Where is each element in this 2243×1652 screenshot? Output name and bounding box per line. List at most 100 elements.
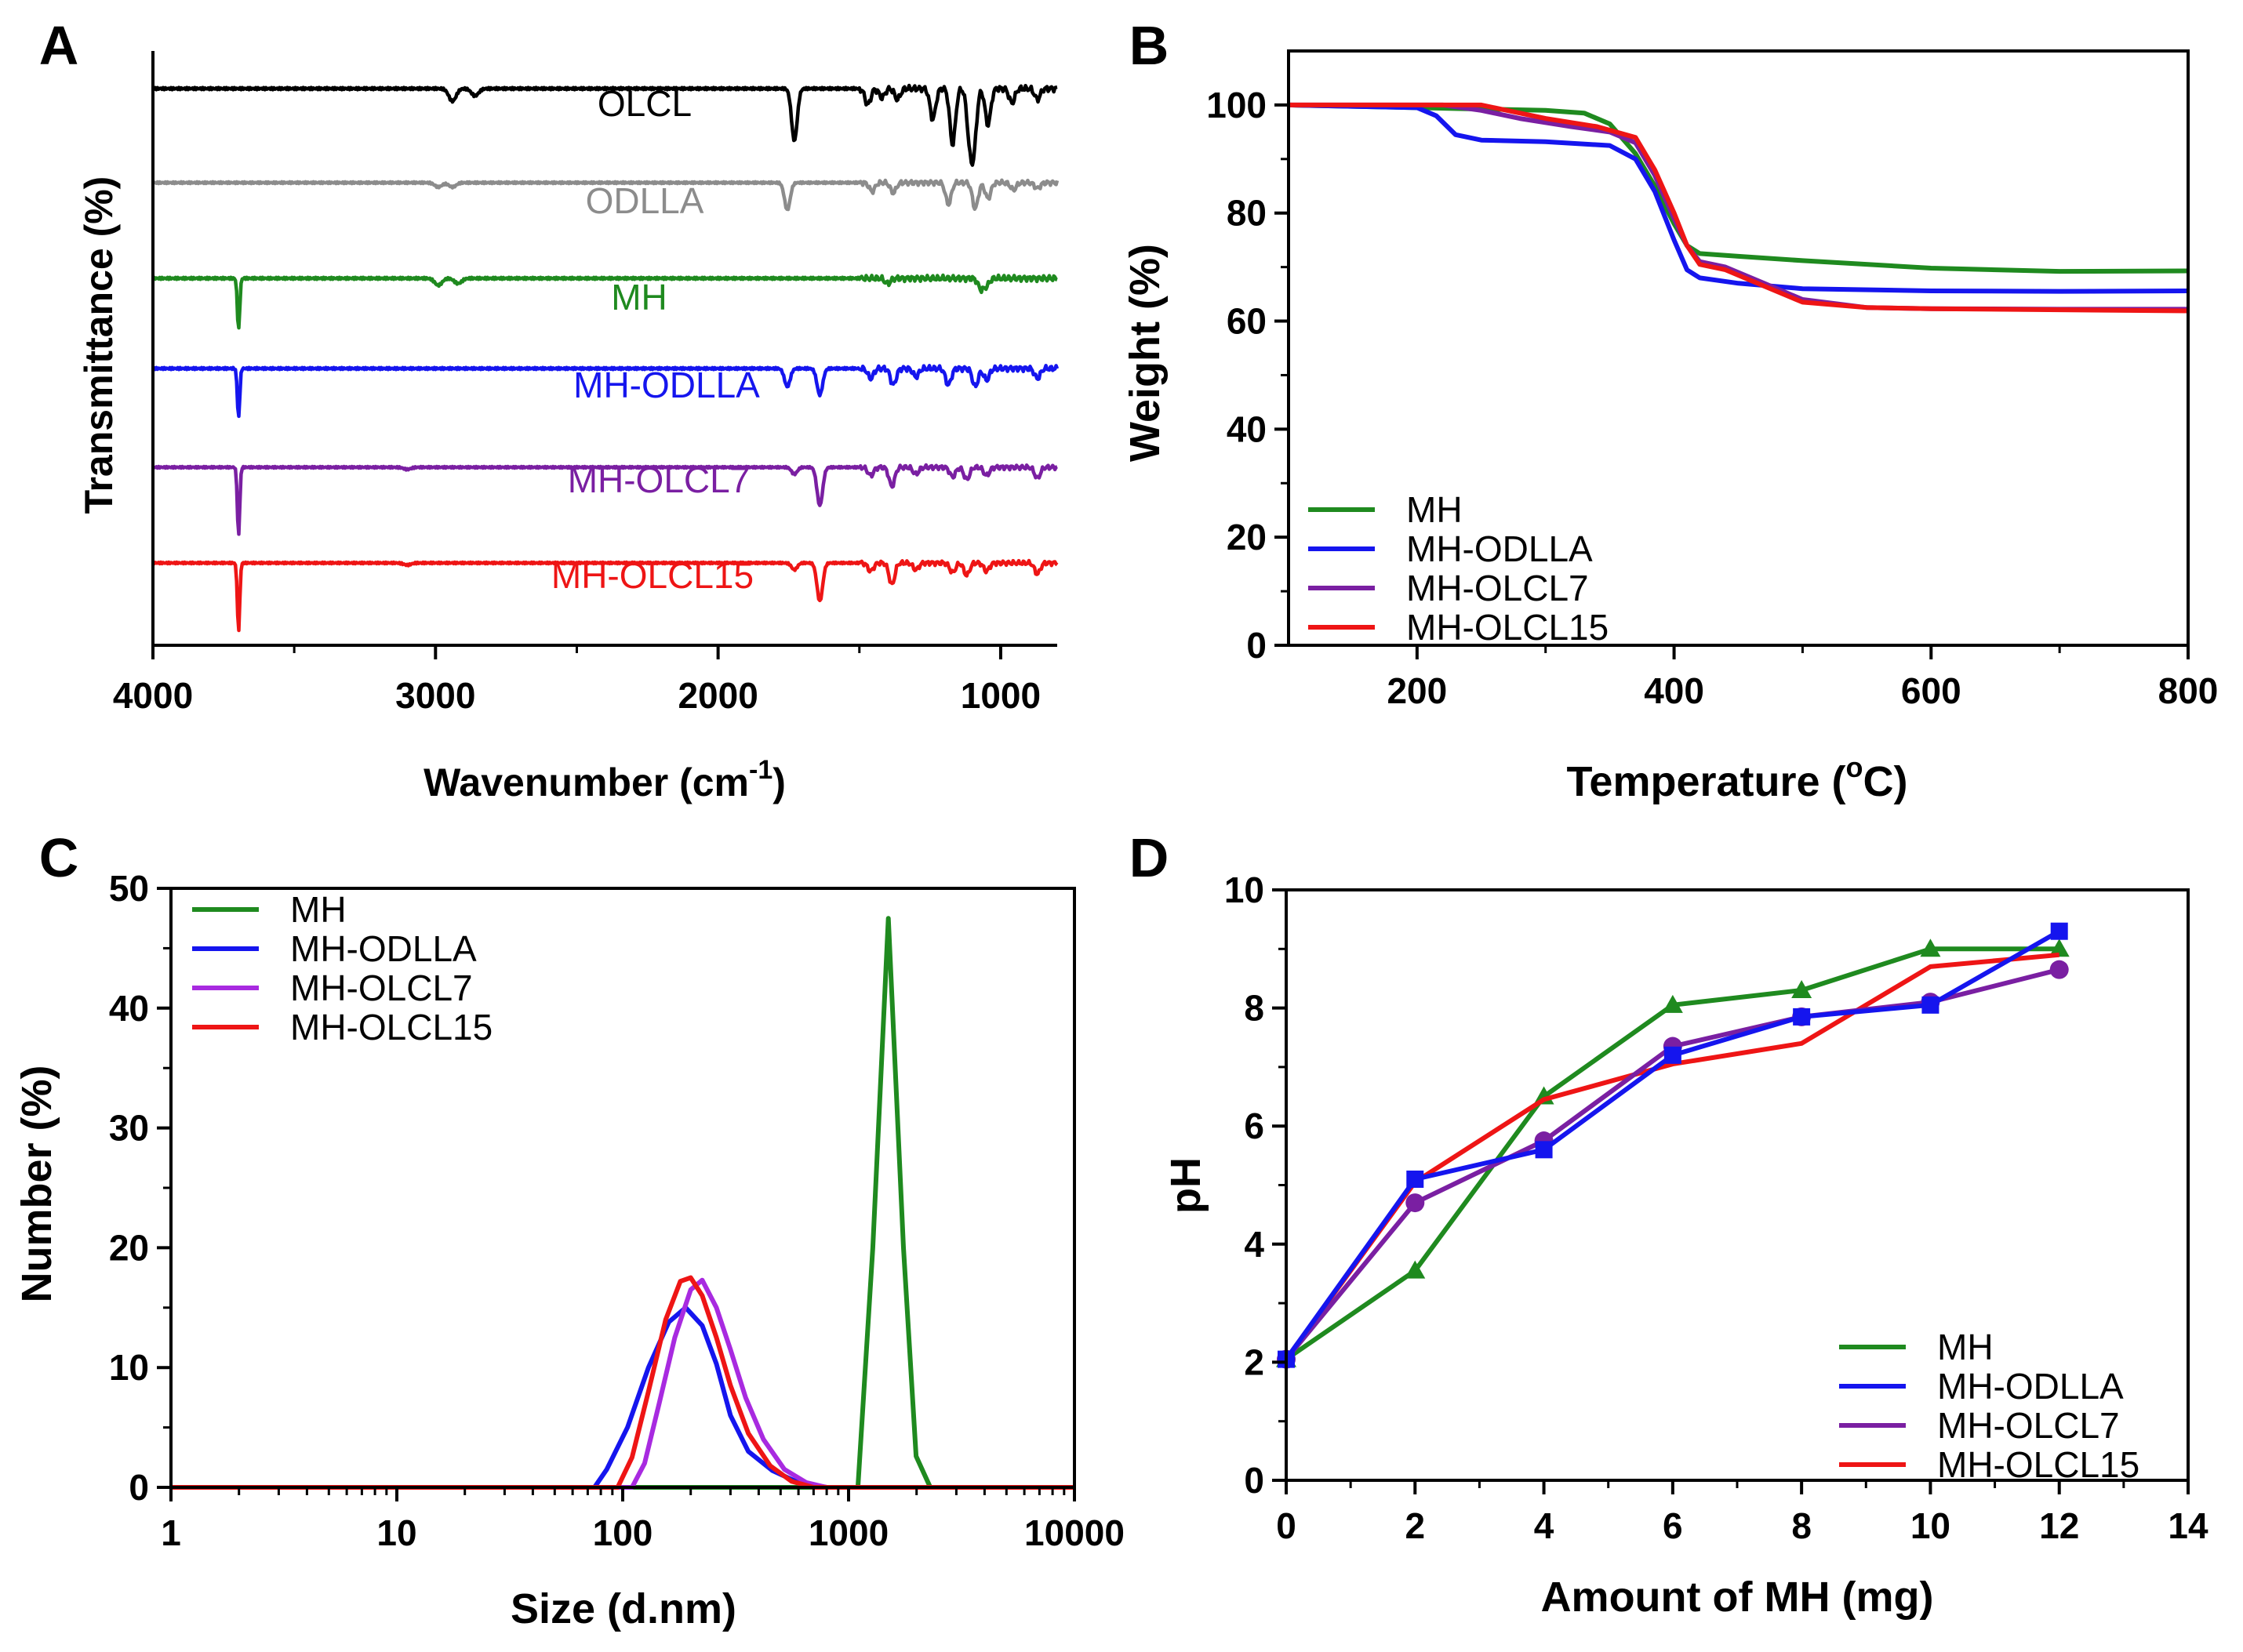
panel-letter-d: D (1129, 827, 1169, 888)
tga-legend-label: MH-OLCL7 (1406, 568, 1589, 608)
ph-point-mh (1662, 994, 1683, 1013)
ph-x-tick-label: 12 (2039, 1505, 2079, 1546)
tga-y-label: Weight (%) (1122, 244, 1169, 462)
ftir-x-tick-label: 2000 (678, 675, 758, 716)
panel-letter-a: A (39, 15, 79, 76)
tga-x-tick-label: 200 (1387, 670, 1447, 711)
ftir-label-mh: MH (611, 277, 667, 318)
ph-legend-label: MH-ODLLA (1937, 1366, 2124, 1407)
ph-legend-label: MH-OLCL7 (1937, 1405, 2120, 1446)
ph-point-mh (2049, 939, 2070, 957)
ph-y-tick-label: 4 (1244, 1224, 1264, 1265)
ph-legend-label: MH (1937, 1327, 1994, 1367)
ph-point-mh-odlla (1921, 996, 1939, 1014)
ph-y-tick-label: 8 (1244, 988, 1264, 1029)
ftir-line-mh-odlla (151, 364, 1060, 419)
tga-y-tick-label: 40 (1227, 408, 1267, 449)
ph-x-tick-label: 4 (1534, 1505, 1554, 1546)
ftir-label-mh-olcl7: MH-OLCL7 (568, 459, 751, 500)
dls-legend-label: MH-OLCL7 (290, 968, 473, 1008)
tga-x-tick-label: 800 (2158, 670, 2219, 711)
ph-x-tick-label: 2 (1405, 1505, 1425, 1546)
ftir-line-odlla (151, 178, 1060, 212)
ftir-y-label: Transmittance (%) (77, 176, 121, 514)
ph-x-tick-label: 6 (1663, 1505, 1683, 1546)
tga-legend-label: MH (1406, 489, 1463, 530)
ftir-chart: OLCL ODLLA MH MH-ODLLA MH-OLCL7 MH-OLCL15 4000… (77, 51, 1060, 804)
ftir-line-olcl (151, 83, 1058, 167)
ftir-x-tick-label: 1000 (961, 675, 1041, 716)
tga-x-label: Temperature (oC) (1566, 751, 1907, 805)
dls-x-label: Size (d.nm) (511, 1585, 736, 1632)
ph-point-mh-odlla (1535, 1141, 1553, 1159)
dls-y-tick-label: 50 (109, 868, 149, 909)
ftir-label-odlla: ODLLA (586, 180, 704, 221)
tga-line-mh-olcl15 (1289, 102, 2189, 314)
dls-legend-label: MH (290, 889, 347, 930)
tga-x-tick-label: 400 (1644, 670, 1704, 711)
dls-y-tick-label: 30 (109, 1108, 149, 1149)
ph-y-tick-label: 10 (1224, 870, 1264, 910)
dls-chart: 0 10 20 30 40 50 1 10 100 1000 10000 Size (d.nm) Num… (13, 868, 1125, 1632)
ftir-x-tick-label: 4000 (113, 675, 193, 716)
dls-x-tick-label: 10 (376, 1512, 416, 1553)
tga-chart: 0 20 40 60 80 100 200 400 600 800 Temperature (oC)… (1122, 49, 2219, 805)
ph-y-tick-label: 0 (1244, 1460, 1264, 1501)
dls-x-tick-label: 100 (593, 1512, 653, 1553)
dls-y-tick-label: 0 (129, 1467, 149, 1508)
tga-y-tick-label: 20 (1227, 517, 1267, 557)
ftir-line-mh-olcl15 (151, 558, 1059, 633)
ph-line-mh-olcl7 (1284, 967, 2060, 1361)
ph-point-mh-odlla (1793, 1008, 1811, 1026)
tga-y-tick-label: 80 (1227, 193, 1267, 234)
ftir-line-mh (151, 273, 1058, 330)
dls-y-tick-label: 10 (109, 1347, 149, 1388)
tga-legend-label: MH-ODLLA (1406, 528, 1593, 569)
tga-y-tick-label: 100 (1206, 85, 1267, 125)
tga-plot-frame (1287, 49, 2190, 647)
dls-legend-label: MH-OLCL15 (290, 1007, 493, 1047)
dls-legend-label: MH-ODLLA (290, 928, 477, 969)
ph-x-tick-label: 0 (1276, 1505, 1296, 1546)
ph-legend-label: MH-OLCL15 (1937, 1444, 2139, 1485)
ph-point-mh-odlla (1663, 1046, 1681, 1064)
dls-line-mh-odlla (171, 1305, 1074, 1490)
tga-line-mh-odlla (1288, 102, 2189, 294)
ph-y-label: pH (1162, 1157, 1209, 1214)
ph-line-mh-olcl15 (1284, 952, 2059, 1361)
tga-line-mh (1288, 102, 2189, 274)
dls-y-label: Number (%) (13, 1065, 60, 1302)
ph-point-mh (1405, 1260, 1426, 1279)
tga-legend-label: MH-OLCL15 (1406, 607, 1609, 648)
ftir-x-tick-label: 3000 (395, 675, 475, 716)
ph-x-tick-label: 10 (1910, 1505, 1950, 1546)
ph-x-label: Amount of MH (mg) (1541, 1574, 1934, 1621)
ph-point-mh (1791, 980, 1812, 999)
dls-line-mh (171, 916, 1074, 1490)
ftir-label-mh-olcl15: MH-OLCL15 (551, 555, 754, 596)
dls-line-mh-olcl7 (171, 1277, 1074, 1490)
ph-x-tick-label: 14 (2168, 1505, 2208, 1546)
ph-point-mh-olcl7 (2049, 960, 2069, 979)
dls-x-tick-label: 1000 (809, 1512, 889, 1553)
ph-point-mh-olcl7 (1405, 1193, 1425, 1213)
tga-y-tick-label: 0 (1246, 625, 1267, 666)
ph-point-mh-odlla (2050, 922, 2068, 940)
tga-line-mh-olcl7 (1289, 102, 2188, 312)
dls-y-tick-label: 40 (109, 988, 149, 1029)
ph-point-mh-odlla (1406, 1170, 1424, 1188)
dls-y-tick-label: 20 (109, 1227, 149, 1268)
ph-y-tick-label: 2 (1244, 1342, 1264, 1382)
ph-y-tick-label: 6 (1244, 1106, 1264, 1146)
dls-x-tick-label: 10000 (1024, 1512, 1125, 1553)
panel-letter-c: C (39, 827, 79, 888)
ftir-x-label: Wavenumber (cm-1) (424, 755, 786, 804)
ftir-line-mh-olcl7 (151, 463, 1058, 536)
ph-x-tick-label: 8 (1791, 1505, 1812, 1546)
dls-x-tick-label: 1 (161, 1512, 181, 1553)
tga-y-tick-label: 60 (1227, 301, 1267, 342)
ftir-label-mh-odlla: MH-ODLLA (573, 365, 760, 405)
dls-line-mh-olcl15 (171, 1275, 1074, 1490)
